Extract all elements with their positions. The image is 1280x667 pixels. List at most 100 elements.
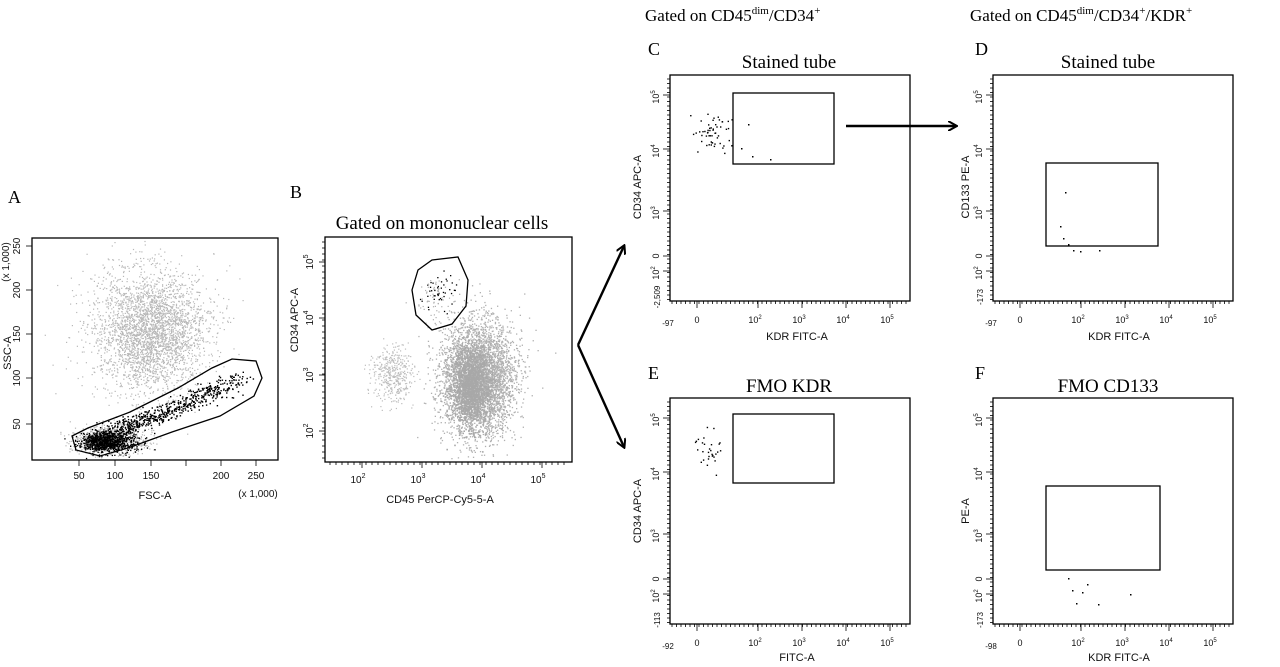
panel-d-axes: 0 -97 102 103 104 105 0 -173 102 103 104 105 — [974, 78, 1230, 328]
panel-d-gate — [1045, 162, 1159, 247]
panel-a-y-tick-label: 200 — [12, 281, 23, 298]
panel-a-y-tick-label: 150 — [12, 325, 23, 342]
axis-decade-label: 104 — [836, 315, 850, 325]
panel-a-xlabel: FSC-A — [139, 490, 173, 502]
panel-c-ylabel: CD34 APC-A — [632, 154, 644, 219]
panel-a-x-ticks: 50 100 150 200 250 (x 1,000) — [73, 460, 278, 500]
axis-min-label: -98 — [985, 642, 997, 651]
axis-min-label: -173 — [976, 288, 985, 305]
panel-d-ylabel: CD133 PE-A — [960, 155, 972, 219]
panel-c-scatter — [690, 113, 772, 161]
axis-min-label: -92 — [662, 642, 674, 651]
panel-b-ylabel: CD34 APC-A — [289, 287, 301, 352]
axis-min-label: -97 — [985, 319, 997, 328]
panel-d: 0 -97 102 103 104 105 0 -173 102 103 104 105 KDR FI… — [960, 74, 1234, 343]
panel-a-scatter — [44, 240, 255, 460]
panel-a-x-tick-label: 150 — [143, 471, 160, 482]
axis-decade-label: 103 — [1115, 638, 1129, 648]
panel-c-frame — [669, 74, 911, 302]
header-c-column: Gated on CD45dim/CD34+ — [645, 5, 820, 25]
axis-decade-label: 103 — [974, 206, 984, 220]
axis-decade-label: 104 — [1159, 315, 1173, 325]
arrow-b-to-c — [576, 246, 624, 346]
panel-f-xlabel: KDR FITC-A — [1088, 652, 1150, 664]
panel-f-frame — [992, 397, 1234, 625]
axis-decade-label: 105 — [1203, 315, 1217, 325]
axis-zero-label: 0 — [1017, 638, 1022, 648]
axis-decade-label: 103 — [1115, 315, 1129, 325]
panel-a-x-tick-label: 50 — [73, 471, 85, 482]
axis-decade-label: 104 — [836, 638, 850, 648]
panel-a: 50 100 150 200 250 (x 1,000) 50 100 150 … — [1, 237, 279, 502]
axis-decade-label: 105 — [974, 90, 984, 104]
panel-a-gate — [71, 358, 263, 457]
panel-e-title: FMO KDR — [746, 376, 832, 397]
panel-a-ylabel: SSC-A — [2, 336, 14, 370]
panel-b-y-tick-label: 104 — [303, 310, 316, 325]
axis-decade-label: 104 — [974, 144, 984, 158]
panel-e-frame — [669, 397, 911, 625]
panel-a-x-multiplier: (x 1,000) — [238, 489, 277, 500]
panel-a-y-tick-label: 100 — [12, 369, 23, 386]
panel-b-title: Gated on mononuclear cells — [336, 213, 549, 234]
panel-b-scatter — [322, 241, 565, 465]
panel-b-xlabel: CD45 PerCP-Cy5-5-A — [386, 494, 494, 506]
axis-zero-label: 0 — [1017, 315, 1022, 325]
axis-min-label: -173 — [976, 611, 985, 628]
axis-decade-label: 102 — [748, 638, 762, 648]
panel-a-x-tick-label: 250 — [248, 471, 265, 482]
axis-zero-label: 0 — [974, 253, 984, 258]
panel-c-xlabel: KDR FITC-A — [766, 331, 828, 343]
panel-e-axes: 0 -92 102 103 104 105 0 -113 102 103 104 105 — [651, 401, 907, 651]
panel-letter-d: D — [975, 39, 988, 59]
panel-a-y-tick-label: 50 — [12, 418, 23, 430]
panel-letter-a: A — [8, 187, 21, 207]
axis-zero-label: 0 — [974, 576, 984, 581]
panel-e-gate — [732, 413, 835, 484]
axis-decade-label: 102 — [651, 589, 661, 603]
panel-f-gate — [1045, 485, 1161, 571]
axis-min-label: -97 — [662, 319, 674, 328]
panel-b-y-tick-label: 102 — [303, 423, 316, 438]
axis-decade-label: 105 — [1203, 638, 1217, 648]
panel-letter-e: E — [648, 363, 659, 383]
panel-b-x-tick-label: 102 — [350, 473, 365, 486]
axis-decade-label: 105 — [974, 413, 984, 427]
panel-e-ylabel: CD34 APC-A — [632, 478, 644, 543]
panel-f-ylabel: PE-A — [960, 498, 972, 524]
panel-b-y-ticks: 102 103 104 105 — [303, 254, 325, 439]
axis-decade-label: 102 — [974, 266, 984, 280]
axis-decade-label: 102 — [1071, 638, 1085, 648]
axis-decade-label: 103 — [974, 529, 984, 543]
panel-letter-b: B — [290, 182, 302, 202]
axis-zero-label: 0 — [651, 576, 661, 581]
axis-min-label: -2,509 — [653, 285, 662, 308]
panel-f-title: FMO CD133 — [1058, 376, 1159, 397]
axis-decade-label: 102 — [748, 315, 762, 325]
panel-b-y-tick-label: 103 — [303, 367, 316, 382]
panel-b-x-tick-label: 103 — [410, 473, 425, 486]
panel-a-y-multiplier: (x 1,000) — [1, 242, 12, 281]
panel-f-axes: 0 -98 102 103 104 105 0 -173 102 103 104 105 — [974, 401, 1230, 651]
panel-a-y-tick-label: 250 — [12, 237, 23, 254]
axis-decade-label: 102 — [651, 266, 661, 280]
panel-b-x-ticks: 102 103 104 105 — [350, 462, 546, 486]
axis-decade-label: 102 — [1071, 315, 1085, 325]
panel-e-scatter — [694, 426, 722, 476]
panel-d-scatter — [1060, 192, 1101, 253]
axis-zero-label: 0 — [651, 253, 661, 258]
axis-min-label: -113 — [653, 612, 662, 628]
panel-b-x-tick-label: 105 — [530, 473, 545, 486]
panel-e: 0 -92 102 103 104 105 0 -113 102 103 104 105 FITC-A… — [632, 397, 911, 664]
panel-c-gate — [732, 92, 835, 165]
panel-c-title: Stained tube — [742, 52, 836, 73]
panel-f: 0 -98 102 103 104 105 0 -173 102 103 104 105 KDR FI… — [960, 397, 1234, 664]
axis-decade-label: 103 — [792, 638, 806, 648]
panel-c-axes: 0 -97 102 103 104 105 0 -2,509 102 103 104 105 — [651, 78, 907, 328]
panel-b-y-tick-label: 105 — [303, 254, 316, 269]
panel-f-scatter — [1068, 578, 1132, 606]
axis-decade-label: 103 — [651, 206, 661, 220]
header-d-column: Gated on CD45dim/CD34+/KDR+ — [970, 5, 1192, 25]
panel-d-frame — [992, 74, 1234, 302]
